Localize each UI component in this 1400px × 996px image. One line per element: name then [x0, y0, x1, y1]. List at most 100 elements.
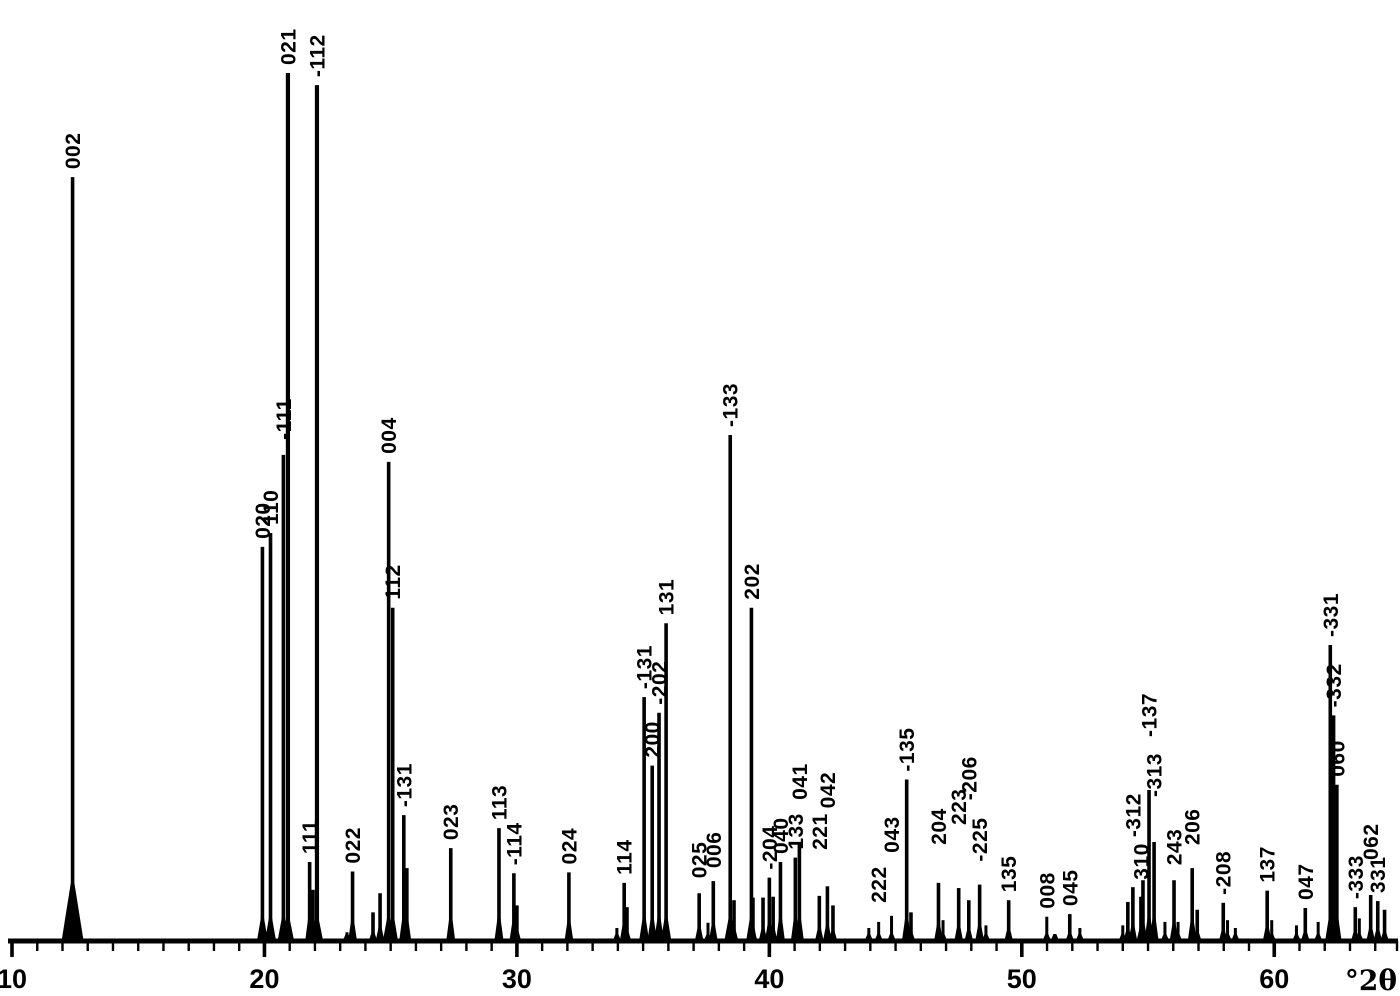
minor-peak-base — [1123, 929, 1133, 941]
x-tick-label-10: 10 — [0, 964, 27, 994]
peak-line-200-base — [647, 917, 657, 941]
x-tick-label-30: 30 — [502, 964, 532, 994]
peak-hkl-label-040: 040 — [770, 817, 793, 854]
peak-hkl-label--131: -131 — [393, 763, 416, 807]
peak-line-110-base — [264, 917, 277, 941]
peak-line-020-base — [256, 917, 268, 941]
peak-hkl-label-110: 110 — [260, 490, 283, 525]
minor-peak-base — [1223, 934, 1232, 941]
minor-peak-base — [1173, 934, 1183, 941]
peak-line-113-base — [494, 917, 504, 941]
peak-line-060-base — [1332, 917, 1342, 941]
peak-hkl-label-221: 221 — [809, 813, 832, 850]
peak-line-135-base — [1004, 928, 1014, 941]
x-tick-label-40: 40 — [754, 964, 784, 994]
minor-peak-base — [1138, 922, 1148, 941]
x-axis-label: °2θ — [1345, 964, 1397, 996]
peak-hkl-label--312: -312 — [1122, 793, 1145, 837]
minor-peak-base — [512, 930, 522, 941]
peak-line-008-base — [1042, 933, 1052, 941]
peak-line--202-base — [654, 917, 664, 941]
minor-peak-base — [864, 934, 874, 941]
minor-peak-base — [703, 934, 713, 941]
peak-hkl-label-022: 022 — [342, 827, 365, 864]
peak-hkl-label--225: -225 — [969, 818, 992, 862]
peak-hkl-label-206: 206 — [1182, 809, 1205, 846]
peak-line-041-base — [794, 917, 804, 941]
peak-hkl-label-008: 008 — [1036, 872, 1059, 909]
peak-hkl-label-204: 204 — [928, 808, 951, 845]
peak-hkl-label-113: 113 — [488, 785, 511, 820]
peak-hkl-label-331: 331 — [1367, 857, 1390, 894]
peak-line-042-base — [823, 924, 832, 941]
peak-line-331-base — [1373, 929, 1383, 941]
peak-hkl-label--133: -133 — [720, 383, 743, 427]
peak-line-047-base — [1300, 931, 1310, 941]
minor-peak-base — [1355, 934, 1364, 941]
minor-peak-base — [1380, 931, 1389, 941]
peak-hkl-label-042: 042 — [817, 772, 840, 809]
minor-peak-base — [758, 927, 768, 941]
minor-peak-base — [768, 927, 778, 941]
peak-hkl-label-025: 025 — [689, 842, 712, 879]
peak-line-025-base — [694, 926, 704, 941]
peak-hkl-label--112: -112 — [306, 34, 329, 77]
minor-peak-base — [402, 919, 412, 941]
x-tick-label-50: 50 — [1007, 964, 1037, 994]
peak-hkl-label-021: 021 — [277, 28, 300, 65]
peak-hkl-label--202: -202 — [649, 661, 672, 705]
peak-line-022-base — [348, 920, 357, 941]
x-tick-label-20: 20 — [249, 964, 279, 994]
minor-peak-base — [1313, 934, 1323, 941]
peak-hkl-label-112: 112 — [382, 564, 405, 599]
minor-peak-base — [342, 934, 352, 941]
peak-hkl-label--135: -135 — [896, 728, 919, 772]
peak-line--206-base — [964, 928, 974, 941]
peak-hkl-label--111: -111 — [273, 398, 296, 440]
peak-line-040-base — [775, 917, 785, 941]
peak-hkl-label-004: 004 — [378, 417, 401, 454]
peak-hkl-label-137: 137 — [1257, 846, 1280, 883]
minor-peak-base — [1192, 931, 1202, 941]
peak-line-023-base — [446, 917, 456, 941]
peak-hkl-label-062: 062 — [1360, 823, 1383, 860]
minor-peak-base — [1292, 934, 1301, 941]
peak-line-045-base — [1065, 932, 1075, 941]
minor-peak-base — [622, 930, 632, 941]
peak-hkl-label--333: -333 — [1345, 855, 1368, 899]
peak-hkl-label--206: -206 — [958, 756, 981, 800]
peak-line-223-base — [954, 925, 964, 941]
minor-peak-base — [612, 934, 622, 941]
x-tick-label-60: 60 — [1259, 964, 1289, 994]
peak-hkl-label--131: -131 — [634, 645, 657, 689]
peak-hkl-label-243: 243 — [1164, 829, 1187, 866]
peak-line-112-base — [387, 917, 399, 941]
peak-hkl-label-131: 131 — [656, 579, 679, 616]
peak-hkl-label--204: -204 — [759, 826, 782, 870]
peak-hkl-label-135: 135 — [998, 856, 1021, 893]
minor-peak-base — [1231, 934, 1240, 941]
peak-hkl-label-020: 020 — [252, 502, 275, 539]
peak-hkl-label-200: 200 — [642, 721, 665, 758]
peak-broad-base-002 — [61, 883, 84, 941]
minor-peak-base — [1075, 934, 1085, 941]
peak-hkl-label-114: 114 — [614, 839, 637, 874]
minor-peak-base — [938, 934, 948, 941]
peak-line-062-base — [1366, 927, 1376, 941]
peak-hkl-label--114: -114 — [503, 822, 526, 865]
minor-peak-base — [1160, 934, 1170, 941]
peak-hkl-label-041: 041 — [789, 763, 812, 800]
minor-peak-base — [906, 932, 916, 941]
peak-hkl-label-223: 223 — [948, 789, 971, 826]
peak-hkl-label-006: 006 — [703, 832, 726, 869]
minor-peak-base — [1050, 934, 1060, 941]
peak-line-006-base — [708, 923, 718, 941]
peak-hkl-label-002: 002 — [62, 133, 85, 170]
peak-hkl-label-222: 222 — [868, 866, 891, 903]
minor-peak-base — [368, 932, 378, 941]
peak-hkl-label--137: -137 — [1139, 693, 1162, 737]
minor-peak-base — [828, 930, 838, 941]
minor-peak-base — [748, 927, 758, 941]
peak-line--131-base — [639, 917, 650, 941]
